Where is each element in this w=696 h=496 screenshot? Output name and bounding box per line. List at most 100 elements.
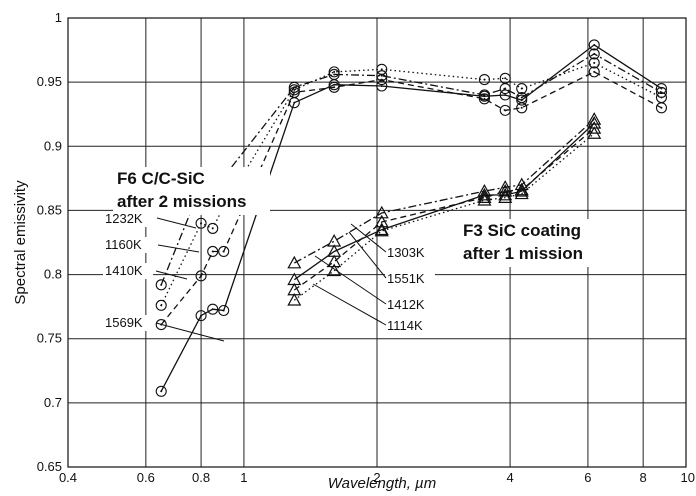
data-point-circle	[195, 217, 207, 229]
data-point-circle	[218, 245, 230, 258]
data-point-center	[660, 87, 663, 90]
data-point-center	[293, 91, 296, 94]
data-point-center	[520, 87, 523, 90]
data-point-circle	[478, 90, 490, 102]
y-tick-label: 0.65	[37, 459, 62, 474]
data-point-circle	[478, 74, 490, 86]
data-point-triangle	[327, 263, 342, 277]
series-label-bg	[103, 263, 153, 279]
y-tick-label: 1	[55, 10, 62, 25]
annotation-line: after 1 mission	[463, 244, 583, 263]
leader-line	[348, 231, 387, 279]
data-point-triangle	[514, 182, 529, 196]
data-point-center	[660, 96, 663, 99]
data-point-circle	[207, 222, 219, 234]
data-point-center	[504, 109, 507, 112]
data-point-circle	[155, 319, 167, 331]
data-point-triangle	[374, 223, 389, 237]
x-tick-label: 0.4	[59, 470, 77, 485]
data-point-triangle	[587, 121, 602, 134]
annotation-line: after 2 missions	[117, 192, 246, 211]
data-point-center	[593, 61, 596, 64]
leader-line	[314, 255, 387, 305]
leader-line	[312, 283, 387, 326]
data-point-circle	[328, 79, 340, 91]
data-point-circle	[655, 102, 668, 114]
x-axis-title: Wavelength, µm	[328, 475, 436, 492]
series-label-bg	[385, 245, 435, 261]
data-point-center	[200, 222, 203, 225]
data-point-circle	[288, 97, 300, 109]
data-point-triangle	[477, 192, 492, 206]
data-point-center	[483, 97, 486, 100]
y-tick-label: 0.7	[44, 395, 62, 410]
leader-line	[156, 217, 197, 229]
data-point-circle	[376, 80, 388, 92]
series-1410K	[155, 66, 668, 331]
series-label-bg	[103, 237, 153, 253]
annotation-bg	[113, 167, 270, 215]
series-label-text: 1232K	[105, 211, 143, 226]
data-point-triangle	[498, 187, 513, 201]
data-point-triangle	[477, 183, 492, 197]
data-point-triangle	[514, 186, 529, 200]
leader-line	[350, 223, 387, 253]
data-point-circle	[499, 89, 511, 101]
series-label-1303K: 1303K	[350, 223, 435, 261]
data-point-center	[222, 250, 225, 253]
x-tick-label: 4	[506, 470, 513, 485]
data-point-circle	[588, 66, 600, 78]
series-label-1569K: 1569K	[103, 315, 225, 342]
x-tick-label: 10	[681, 470, 695, 485]
series-label-1160K: 1160K	[103, 237, 200, 253]
y-axis-title: Spectral emissivity	[12, 180, 29, 305]
data-point-center	[483, 78, 486, 81]
data-point-center	[160, 390, 163, 393]
series-line-1569K	[160, 44, 662, 392]
data-point-circle	[218, 304, 230, 317]
series-label-text: 1114K	[387, 318, 423, 333]
data-point-circle	[195, 310, 207, 322]
series-label-text: 1412K	[387, 297, 425, 312]
data-point-circle	[376, 74, 388, 86]
data-point-center	[520, 96, 523, 99]
data-point-circle	[499, 72, 511, 84]
data-point-circle	[588, 57, 600, 69]
data-point-center	[520, 99, 523, 102]
data-point-circle	[499, 104, 511, 116]
data-point-circle	[195, 270, 207, 282]
x-tick-label: 1	[240, 470, 247, 485]
data-point-center	[333, 73, 336, 76]
data-point-circle	[588, 39, 600, 51]
series-label-text: 1551K	[387, 271, 425, 286]
data-point-triangle	[477, 187, 492, 201]
data-point-center	[222, 309, 225, 312]
series-label-1114K: 1114K	[312, 283, 435, 334]
y-tick-label: 0.9	[44, 138, 62, 153]
series-1160K	[155, 57, 668, 311]
data-point-center	[293, 101, 296, 104]
data-point-center	[504, 77, 507, 80]
series-label-1412K: 1412K	[314, 255, 435, 313]
data-point-triangle	[374, 205, 389, 219]
series-line-1114K	[293, 133, 595, 301]
data-point-circle	[288, 84, 300, 96]
data-point-center	[333, 70, 336, 73]
data-point-circle	[207, 303, 219, 315]
data-point-center	[593, 52, 596, 55]
data-point-triangle	[374, 222, 389, 236]
y-tick-label: 0.75	[37, 331, 62, 346]
data-point-triangle	[587, 126, 602, 139]
data-point-triangle	[287, 292, 302, 306]
annotation-f6: F6 C/C-SiC after 2 missions	[113, 167, 270, 215]
data-point-circle	[328, 66, 340, 78]
series-label-text: 1569K	[105, 315, 143, 330]
data-point-circle	[588, 48, 600, 60]
x-tick-label: 0.6	[137, 470, 155, 485]
series-1569K	[155, 39, 668, 397]
annotation-layer: F6 C/C-SiC after 2 missions F3 SiC coating…	[103, 167, 616, 342]
x-tick-label: 0.8	[192, 470, 210, 485]
data-point-circle	[155, 385, 167, 397]
series-label-text: 1160K	[105, 237, 142, 252]
